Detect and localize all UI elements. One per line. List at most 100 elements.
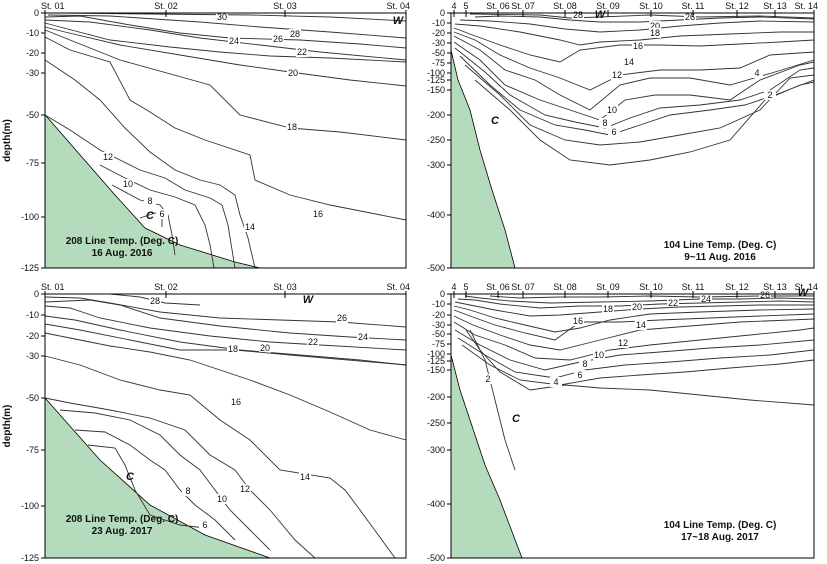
station-label-p208_2017-1: St. 02 [154,282,178,292]
contour-label-bg-p208_2017-6 [230,397,242,407]
plot-frame-p104_2016 [450,12,815,269]
contour-label-p104_2017-16: 16 [573,316,583,326]
station-label-p104_2016-3: St. 07 [511,1,535,11]
contour-line-p104_2016-28 [469,13,815,19]
contour-label-bg-p208_2017-7 [299,472,311,482]
contour-label-p104_2016-8: 8 [602,118,607,128]
contour-label-p104_2017-12: 12 [618,338,628,348]
y-tick-label-p104_2016--300: -300 [427,160,445,170]
contour-label-p104_2017-14: 14 [636,320,646,330]
contour-line-p104_2017-2 [469,329,516,471]
y-tick-label-p208_2016--100: -100 [21,212,39,222]
contour-label-p104_2017-4: 4 [553,377,558,387]
water-mass-label-p208_2016-W: W [393,15,405,27]
contour-label-p208_2016-22: 22 [297,47,307,57]
contour-line-p104_2017-26 [489,295,814,299]
contour-line-p104_2017-18 [453,305,815,333]
station-label-p104_2016-10: St. 14 [794,1,818,11]
contour-label-p208_2016-28: 28 [290,29,300,39]
y-tick-label-p208_2016--50: -50 [26,110,39,120]
station-label-p104_2017-1: 5 [463,282,468,292]
y-tick-label-p104_2017--100: -100 [427,349,445,359]
contour-label-bg-p208_2017-1 [336,313,348,323]
station-label-p104_2017-5: St. 09 [596,282,620,292]
contour-label-p208_2017-12: 12 [240,484,250,494]
panel-date-p104_2016: 9~11 Aug. 2016 [684,252,756,263]
y-tick-label-p104_2017--300: -300 [427,445,445,455]
contour-line-p208_2017-26 [44,296,407,328]
contour-label-bg-p104_2017-4 [602,304,614,314]
contour-line-p208_2017-8 [74,429,236,541]
contour-label-bg-p208_2016-11 [144,196,156,206]
contour-label-p104_2017-24: 24 [701,294,711,304]
contour-line-p208_2016-14 [44,59,256,269]
contour-line-p104_2016-6 [459,55,815,136]
contour-label-p104_2017-6: 6 [577,370,582,380]
contour-label-p208_2017-20: 20 [260,343,270,353]
station-label-p104_2017-10: St. 14 [794,282,818,292]
y-tick-label-p104_2016--250: -250 [427,135,445,145]
contour-line-p208_2017-6 [87,444,206,529]
y-tick-label-p104_2017--50: -50 [432,329,445,339]
water-mass-label-p208_2016-C: C [146,210,155,222]
contour-label-p208_2016-12: 12 [103,152,113,162]
contour-line-p104_2016-20 [459,19,815,33]
y-tick-label-p104_2017--75: -75 [432,339,445,349]
y-tick-label-p208_2017--20: -20 [26,331,39,341]
contour-label-p104_2016-26: 26 [685,12,695,22]
contour-label-bg-p208_2017-8 [239,484,251,494]
contour-label-bg-p104_2017-11 [550,377,562,387]
station-label-p104_2017-0: 4 [451,282,456,292]
y-tick-label-p104_2017--30: -30 [432,320,445,330]
y-tick-label-p104_2016--400: -400 [427,210,445,220]
contour-label-p208_2016-8: 8 [147,196,152,206]
y-tick-label-p208_2017--50: -50 [26,393,39,403]
y-tick-label-p208_2016--20: -20 [26,48,39,58]
contour-label-bg-p208_2017-3 [307,337,319,347]
contour-label-p208_2016-6: 6 [159,209,164,219]
y-tick-label-p208_2016--125: -125 [21,263,39,273]
station-label-p208_2016-1: St. 02 [154,1,178,11]
station-label-p104_2017-2: St. 06 [486,282,510,292]
station-label-p208_2016-3: St. 04 [386,1,410,11]
contour-label-p104_2017-2: 2 [485,374,490,384]
contour-label-p208_2017-24: 24 [358,332,368,342]
contour-label-p208_2017-10: 10 [217,494,227,504]
water-mass-label-p208_2017-C: C [126,471,135,483]
contour-label-bg-p208_2017-4 [259,343,271,353]
contour-label-p104_2016-10: 10 [607,105,617,115]
y-tick-label-p104_2017--500: -500 [427,553,445,563]
contour-line-p208_2017-18 [44,323,407,366]
contour-line-p208_2017-14 [44,355,396,559]
y-tick-label-p104_2016--50: -50 [432,48,445,58]
contour-label-p208_2016-16: 16 [313,209,323,219]
contour-label-bg-p208_2016-4 [296,47,308,57]
contour-label-p104_2016-16: 16 [633,41,643,51]
contour-line-p208_2017-24 [44,299,407,341]
panel-date-p208_2017: 23 Aug. 2017 [92,526,153,537]
contour-label-bg-p104_2016-1 [684,12,696,22]
contour-label-p208_2017-14: 14 [300,472,310,482]
y-tick-label-p208_2017--100: -100 [21,501,39,511]
contour-label-bg-p208_2016-7 [312,209,324,219]
contour-line-p104_2017-12 [453,321,815,361]
contour-line-p208_2016-22 [44,22,407,63]
contour-line-p104_2016-10 [453,41,815,121]
contour-label-p104_2016-28: 28 [573,10,583,20]
panel-date-p104_2017: 17~18 Aug. 2017 [681,532,759,543]
contour-label-p104_2016-6: 6 [611,127,616,137]
contour-line-p208_2016-26 [44,15,407,49]
y-tick-label-p104_2017--150: -150 [427,365,445,375]
contour-label-bg-p208_2016-1 [289,29,301,39]
contour-label-bg-p208_2016-8 [244,222,256,232]
y-tick-label-p104_2016-0: 0 [440,8,445,18]
y-axis-label-p208_2017: depth(m) [2,405,13,448]
y-tick-label-p104_2016--30: -30 [432,38,445,48]
contour-label-bg-p104_2016-6 [611,70,623,80]
contour-line-p208_2016-30 [59,12,407,22]
contour-line-p104_2016-14 [453,31,815,91]
contour-label-p104_2016-14: 14 [624,57,634,67]
y-tick-label-p208_2016-0: 0 [34,8,39,18]
contour-label-p208_2016-26: 26 [273,34,283,44]
contour-label-p208_2017-26: 26 [337,313,347,323]
